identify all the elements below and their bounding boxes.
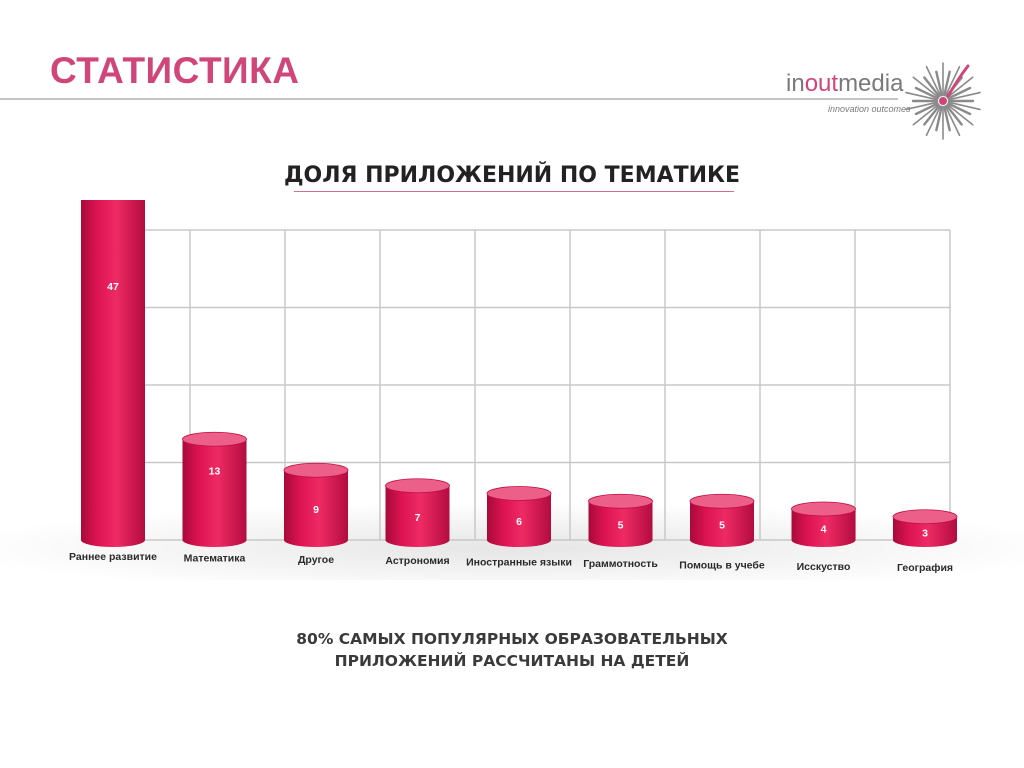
category-label: Математика — [184, 552, 246, 564]
bar-body — [487, 493, 551, 547]
footnote-line-2: ПРИЛОЖЕНИЙ РАССЧИТАНЫ НА ДЕТЕЙ — [334, 652, 690, 670]
bar-value-label: 5 — [719, 520, 725, 532]
slide-title: СТАТИСТИКА — [50, 50, 300, 91]
bar — [588, 493, 653, 547]
category-label: Другое — [298, 554, 334, 566]
bar-top-cap — [486, 486, 552, 501]
logo-wordmark: inoutmedia — [786, 70, 903, 98]
logo-name-prefix: in — [786, 70, 805, 97]
bar-body — [791, 509, 856, 547]
bar — [689, 493, 755, 547]
bar — [892, 509, 958, 547]
category-label: Граммотность — [583, 558, 658, 570]
bar-body — [385, 485, 450, 547]
bar — [182, 431, 247, 547]
bar-top-cap — [182, 431, 247, 447]
bar-top-cap — [791, 501, 856, 517]
category-label: География — [897, 562, 953, 574]
category-label: Исскуство — [797, 561, 851, 573]
title-divider — [0, 98, 898, 100]
bar-top-cap — [385, 478, 450, 494]
inoutmedia-logo: inoutmedia innovation outcomes — [786, 60, 1016, 140]
bar-value-label: 5 — [618, 520, 624, 532]
bar-body — [284, 470, 348, 547]
chart-title: ДОЛЯ ПРИЛОЖЕНИЙ ПО ТЕМАТИКЕ — [283, 163, 741, 188]
category-label: Астрономия — [385, 555, 449, 567]
bar-value-label: 47 — [107, 281, 119, 293]
bar-value-label: 4 — [821, 524, 827, 536]
bar-body — [182, 439, 247, 547]
bar-value-label: 9 — [313, 504, 319, 516]
bar — [81, 200, 145, 547]
category-label: Раннее развитие — [69, 551, 157, 563]
bar-value-label: 3 — [922, 527, 928, 539]
footnote-line-1: 80% САМЫХ ПОПУЛЯРНЫХ ОБРАЗОВАТЕЛЬНЫХ — [296, 630, 728, 648]
bar-value-label: 6 — [516, 516, 522, 528]
bar-body — [588, 501, 653, 547]
logo-tagline: innovation outcomes — [828, 104, 911, 114]
bar — [283, 462, 349, 547]
bar-body — [893, 516, 957, 547]
footnote: 80% САМЫХ ПОПУЛЯРНЫХ ОБРАЗОВАТЕЛЬНЫХ ПРИ… — [212, 628, 812, 672]
bar-chart: 47 Раннее развитие 13 Математика 9 Другое 7 Аст… — [0, 200, 1024, 580]
category-label: Иностранные языки — [466, 557, 572, 569]
bar — [385, 478, 450, 547]
bar-top-cap — [892, 509, 958, 525]
category-label: Помощь в учебе — [679, 559, 765, 571]
bar — [486, 486, 552, 547]
bar-body — [81, 200, 145, 547]
logo-name-accent: out — [804, 70, 839, 97]
bar — [791, 501, 856, 547]
bar-value-label: 13 — [209, 465, 221, 477]
bar-body — [690, 501, 754, 547]
bar-top-cap — [588, 493, 653, 509]
bar-value-label: 7 — [415, 512, 421, 524]
chart-title-underline — [294, 191, 734, 192]
bar-top-cap — [283, 462, 349, 478]
bar-top-cap — [689, 493, 755, 509]
starburst-icon — [905, 62, 981, 140]
logo-name-suffix: media — [838, 70, 904, 97]
